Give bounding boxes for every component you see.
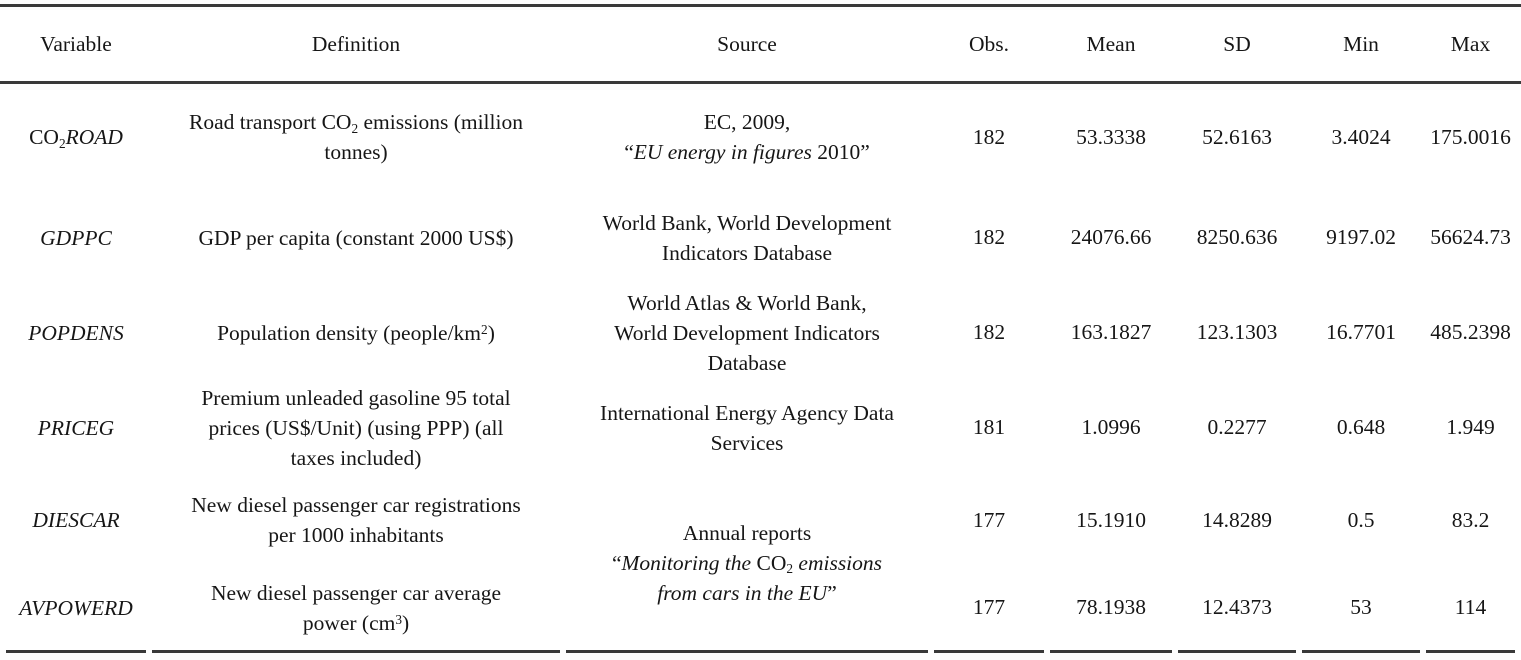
- max-cell: 83.2: [1451, 507, 1490, 532]
- max-cell: 56624.73: [1430, 225, 1511, 249]
- col-header-max: Max: [1450, 31, 1491, 56]
- definition-cell: Road transport CO2 emissions (million ton…: [189, 110, 523, 164]
- min-cell: 0.5: [1347, 507, 1375, 532]
- definition-cell: New diesel passenger car registrations pe…: [191, 493, 521, 547]
- sd-cell: 14.8289: [1202, 507, 1272, 532]
- variable-cell: PRICEG: [37, 415, 115, 440]
- sd-cell: 12.4373: [1178, 565, 1296, 653]
- definition-cell: Population density (people/km2): [217, 320, 495, 345]
- col-header-min: Min: [1343, 31, 1379, 56]
- obs-cell: 182: [972, 124, 1006, 149]
- summary-statistics-table: Variable Definition Source Obs. Mean SD …: [0, 4, 1521, 653]
- source-cell-merged: Annual reports “Monitoring the CO2 emissi…: [566, 475, 928, 653]
- variable-cell: DIESCAR: [32, 508, 120, 532]
- table-row: AVPOWERD New diesel passenger car averag…: [6, 565, 1515, 653]
- mean-cell: 53.3338: [1076, 124, 1146, 149]
- variable-cell: AVPOWERD: [6, 565, 146, 653]
- min-cell: 53: [1302, 565, 1420, 653]
- col-header-source: Source: [717, 31, 777, 56]
- variable-cell: POPDENS: [28, 320, 124, 345]
- sd-cell: 0.2277: [1207, 415, 1267, 439]
- definition-cell: New diesel passenger car average power (c…: [152, 565, 560, 653]
- header-row: Variable Definition Source Obs. Mean SD …: [6, 7, 1515, 81]
- obs-cell: 182: [972, 225, 1006, 249]
- min-cell: 0.648: [1336, 415, 1386, 439]
- max-cell: 485.2398: [1430, 320, 1511, 344]
- mean-cell: 1.0996: [1081, 415, 1141, 439]
- obs-cell: 177: [972, 507, 1006, 532]
- max-cell: 114: [1426, 565, 1515, 653]
- mean-cell: 15.1910: [1076, 507, 1146, 532]
- sd-cell: 8250.636: [1196, 225, 1278, 249]
- table-row: CO2ROAD Road transport CO2 emissions (mi…: [6, 84, 1515, 190]
- table-row: POPDENS Population density (people/km2) …: [6, 285, 1515, 380]
- sd-cell: 52.6163: [1202, 124, 1272, 149]
- obs-cell: 182: [972, 320, 1006, 344]
- mean-cell: 163.1827: [1070, 320, 1152, 344]
- source-cell: International Energy Agency Data Services: [600, 400, 894, 455]
- col-header-obs: Obs.: [968, 31, 1010, 56]
- max-cell: 175.0016: [1430, 124, 1511, 149]
- variable-cell: GDPPC: [40, 225, 112, 250]
- obs-cell: 177: [934, 565, 1044, 653]
- col-header-variable: Variable: [40, 31, 112, 56]
- col-header-definition: Definition: [311, 31, 401, 56]
- source-cell: World Atlas & World Bank, World Developme…: [614, 290, 880, 375]
- sd-cell: 123.1303: [1196, 320, 1278, 344]
- variable-cell: CO2ROAD: [29, 125, 123, 151]
- min-cell: 3.4024: [1331, 124, 1391, 149]
- min-cell: 16.7701: [1326, 320, 1396, 344]
- col-header-sd: SD: [1223, 31, 1251, 56]
- table-row: GDPPC GDP per capita (constant 2000 US$)…: [6, 190, 1515, 285]
- table-row: DIESCAR New diesel passenger car registr…: [6, 475, 1515, 653]
- mean-cell: 78.1938: [1050, 565, 1172, 653]
- source-cell: EC, 2009, “EU energy in figures 2010”: [624, 110, 870, 164]
- max-cell: 1.949: [1446, 415, 1495, 439]
- col-header-mean: Mean: [1086, 31, 1136, 56]
- header-separator: [0, 81, 1521, 84]
- table-row: PRICEG Premium unleaded gasoline 95 tota…: [6, 380, 1515, 475]
- min-cell: 9197.02: [1326, 225, 1396, 249]
- obs-cell: 181: [972, 415, 1006, 439]
- header-rule-line: [0, 81, 1521, 84]
- definition-cell: Premium unleaded gasoline 95 total prices…: [201, 385, 511, 470]
- source-cell: World Bank, World Development Indicators …: [602, 210, 892, 265]
- mean-cell: 24076.66: [1070, 225, 1152, 249]
- definition-cell: GDP per capita (constant 2000 US$): [198, 225, 514, 250]
